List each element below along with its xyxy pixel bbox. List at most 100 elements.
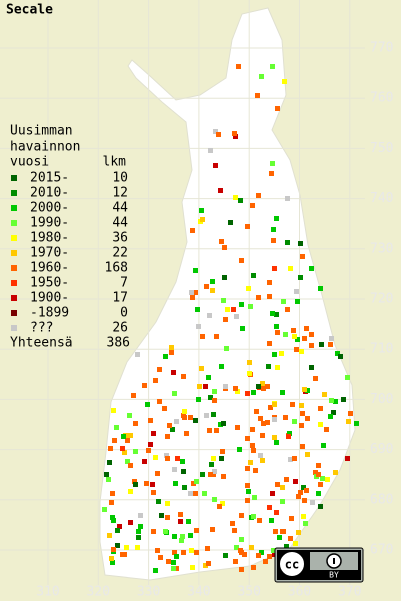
observation-dot [158,555,163,560]
observation-dot [245,224,250,229]
observation-dot [282,79,287,84]
observation-dot [146,448,151,453]
observation-dot [263,559,268,564]
observation-dot [309,343,314,348]
observation-dot [193,268,198,273]
observation-dot [163,529,168,534]
observation-dot [253,468,258,473]
observation-dot [164,453,169,458]
observation-dot [153,378,158,383]
observation-dot [111,547,116,552]
observation-dot [291,328,296,333]
observation-dot [248,460,253,465]
x-label: 330 [137,585,160,600]
legend-label: 1970- [30,246,69,261]
observation-dot [190,565,195,570]
observation-dot [265,384,270,389]
observation-dot [128,433,133,438]
observation-dot [104,472,109,477]
cc-icon [278,550,306,578]
observation-dot [212,398,217,403]
observation-dot [200,217,205,222]
observation-dot [171,560,176,565]
observation-dot [292,456,297,461]
observation-dot [280,485,285,490]
observation-dot [151,529,156,534]
observation-dot [318,286,323,291]
observation-dot [157,399,162,404]
observation-dot [281,299,286,304]
observation-dot [109,556,114,561]
observation-dot [194,550,199,555]
observation-dot [238,548,243,553]
observation-dot [189,290,194,295]
observation-dot [156,499,161,504]
observation-dot [151,431,156,436]
legend-count: 168 [105,261,128,276]
observation-dot [165,434,170,439]
observation-dot [272,266,277,271]
observation-dot [272,417,277,422]
observation-dot [249,545,254,550]
observation-dot [313,470,318,475]
legend-count: 36 [112,231,128,246]
observation-dot [188,491,193,496]
observation-dot [178,512,183,517]
legend-swatch [11,205,17,211]
observation-dot [316,491,321,496]
observation-dot [267,505,272,510]
observation-dot [285,307,290,312]
observation-dot [274,510,279,515]
legend-count: 26 [112,321,128,336]
observation-dot [184,431,189,436]
observation-dot [255,93,260,98]
observation-dot [111,408,116,413]
observation-dot [265,420,270,425]
x-label: 320 [87,585,110,600]
observation-dot [235,389,240,394]
observation-dot [246,286,251,291]
observation-dot [245,498,250,503]
observation-dot [341,397,346,402]
observation-dot [267,294,272,299]
observation-dot [190,295,195,300]
observation-dot [202,491,207,496]
legend-count: 22 [112,246,128,261]
x-label: 370 [338,585,361,600]
observation-dot [274,440,279,445]
observation-dot [260,433,265,438]
observation-dot [318,406,323,411]
observation-dot [206,375,211,380]
observation-dot [162,406,167,411]
observation-dot [328,342,333,347]
observation-dot [302,336,307,341]
observation-dot [106,477,111,482]
observation-dot [142,383,147,388]
observation-dot [235,425,240,430]
observation-dot [272,435,277,440]
observation-dot [298,275,303,280]
observation-dot [122,450,127,455]
observation-dot [172,534,177,539]
observation-dot [252,495,257,500]
observation-dot [274,312,279,317]
observation-dot [233,195,238,200]
observation-dot [159,513,164,518]
cc-icon-text: cc [285,558,299,572]
observation-dot [329,398,334,403]
observation-dot [256,193,261,198]
observation-dot [260,381,265,386]
observation-dot [193,418,198,423]
observation-dot [304,488,309,493]
observation-dot [318,422,323,427]
observation-dot [236,64,241,69]
x-label: 310 [36,585,59,600]
legend-swatch [11,265,17,271]
observation-dot [117,524,122,529]
observation-dot [268,405,273,410]
observation-dot [128,489,133,494]
observation-dot [257,518,262,523]
legend-swatch [11,190,17,196]
observation-dot [240,326,245,331]
observation-dot [234,545,239,550]
